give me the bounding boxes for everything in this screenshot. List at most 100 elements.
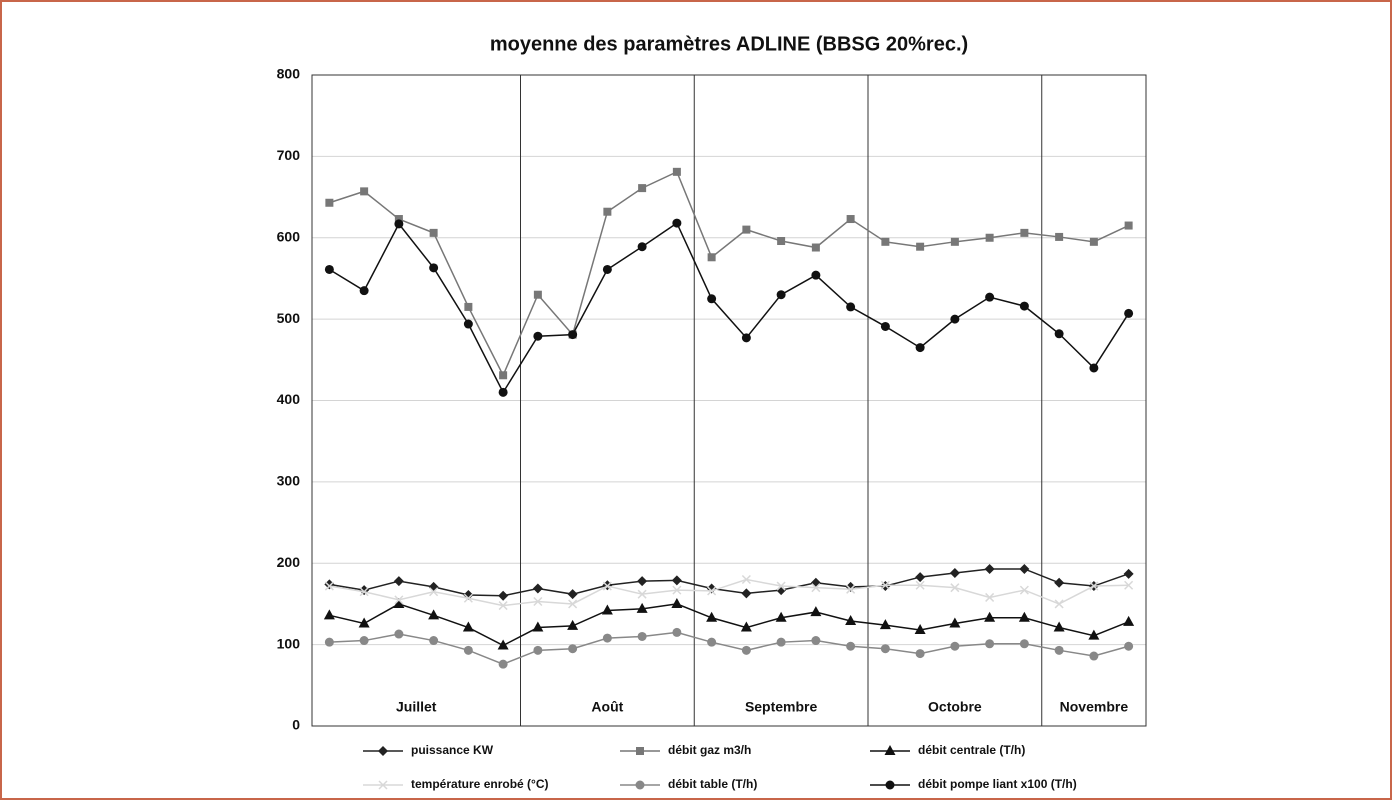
marker	[707, 253, 716, 262]
marker	[846, 302, 856, 312]
series-line	[329, 578, 1129, 607]
series-line	[328, 221, 1130, 394]
plot-border	[311, 74, 1147, 727]
series-line	[329, 631, 1129, 665]
marker	[499, 371, 508, 380]
marker	[846, 584, 856, 594]
marker	[950, 237, 959, 246]
marker	[915, 580, 925, 590]
marker	[777, 237, 786, 246]
marker	[776, 290, 786, 300]
marker	[984, 563, 995, 574]
marker	[810, 606, 822, 617]
marker	[879, 619, 891, 630]
y-tick-label: 600	[277, 228, 301, 244]
marker	[885, 780, 895, 790]
marker	[1088, 629, 1100, 640]
marker	[914, 623, 926, 634]
marker	[672, 167, 681, 176]
marker	[1089, 651, 1099, 661]
marker	[638, 184, 647, 193]
y-tick-label: 300	[277, 473, 301, 489]
y-tick-label: 400	[277, 391, 301, 407]
marker	[532, 621, 544, 632]
marker	[568, 599, 578, 609]
marker	[915, 649, 925, 659]
marker	[393, 576, 404, 587]
marker	[671, 575, 682, 586]
chart-title: moyenne des paramètres ADLINE (BBSG 20%r…	[490, 33, 968, 55]
marker	[1019, 639, 1029, 649]
marker	[776, 637, 786, 647]
series-line	[329, 603, 1129, 647]
marker	[811, 636, 821, 646]
y-tick-label: 100	[277, 635, 301, 651]
marker	[1124, 580, 1134, 590]
marker	[323, 609, 335, 620]
marker	[1123, 615, 1135, 626]
series	[324, 627, 1134, 669]
marker	[602, 581, 612, 591]
marker	[1089, 363, 1099, 373]
marker	[533, 645, 543, 655]
marker	[428, 609, 440, 620]
marker	[635, 780, 645, 790]
marker	[498, 659, 508, 669]
series	[323, 597, 1135, 650]
marker	[741, 645, 751, 655]
marker	[846, 215, 855, 224]
marker	[1089, 581, 1099, 591]
marker	[637, 631, 647, 641]
y-tick-label: 800	[277, 66, 301, 82]
marker	[1123, 568, 1134, 579]
marker	[672, 585, 682, 595]
marker	[636, 747, 644, 755]
marker	[637, 576, 648, 587]
marker	[672, 218, 682, 228]
marker	[1053, 621, 1065, 632]
marker	[915, 572, 926, 583]
legend-item: débit pompe liant x100 (T/h)	[870, 777, 1077, 791]
marker	[1054, 577, 1065, 588]
marker	[707, 294, 717, 304]
marker	[1054, 329, 1064, 339]
marker	[394, 219, 404, 229]
marker	[1019, 301, 1029, 311]
marker	[498, 387, 508, 397]
marker	[740, 621, 752, 632]
marker	[637, 242, 647, 252]
marker	[533, 331, 543, 341]
y-tick-label: 700	[277, 147, 301, 163]
marker	[672, 627, 682, 637]
marker	[811, 243, 820, 252]
marker	[949, 568, 960, 579]
marker	[568, 644, 578, 654]
marker	[707, 586, 717, 596]
marker	[985, 639, 995, 649]
legend-item: débit table (T/h)	[620, 777, 757, 791]
legend-label: débit pompe liant x100 (T/h)	[918, 777, 1077, 791]
month-label: Juillet	[396, 699, 437, 715]
marker	[1055, 232, 1064, 241]
marker	[393, 597, 405, 608]
marker	[324, 264, 334, 274]
marker	[880, 321, 890, 331]
marker	[741, 333, 751, 343]
marker	[845, 615, 857, 626]
marker	[707, 637, 717, 647]
marker	[462, 621, 474, 632]
marker	[950, 583, 960, 593]
marker	[776, 581, 786, 591]
marker	[741, 574, 751, 585]
marker	[358, 617, 370, 628]
legend-item: débit gaz m3/h	[620, 743, 751, 757]
month-label: Septembre	[745, 699, 818, 715]
marker	[1089, 237, 1098, 246]
legend-label: débit centrale (T/h)	[918, 743, 1025, 757]
marker	[950, 314, 960, 324]
marker	[378, 780, 388, 790]
marker	[1054, 645, 1064, 655]
marker	[1018, 611, 1030, 622]
legend-label: débit gaz m3/h	[668, 743, 751, 757]
